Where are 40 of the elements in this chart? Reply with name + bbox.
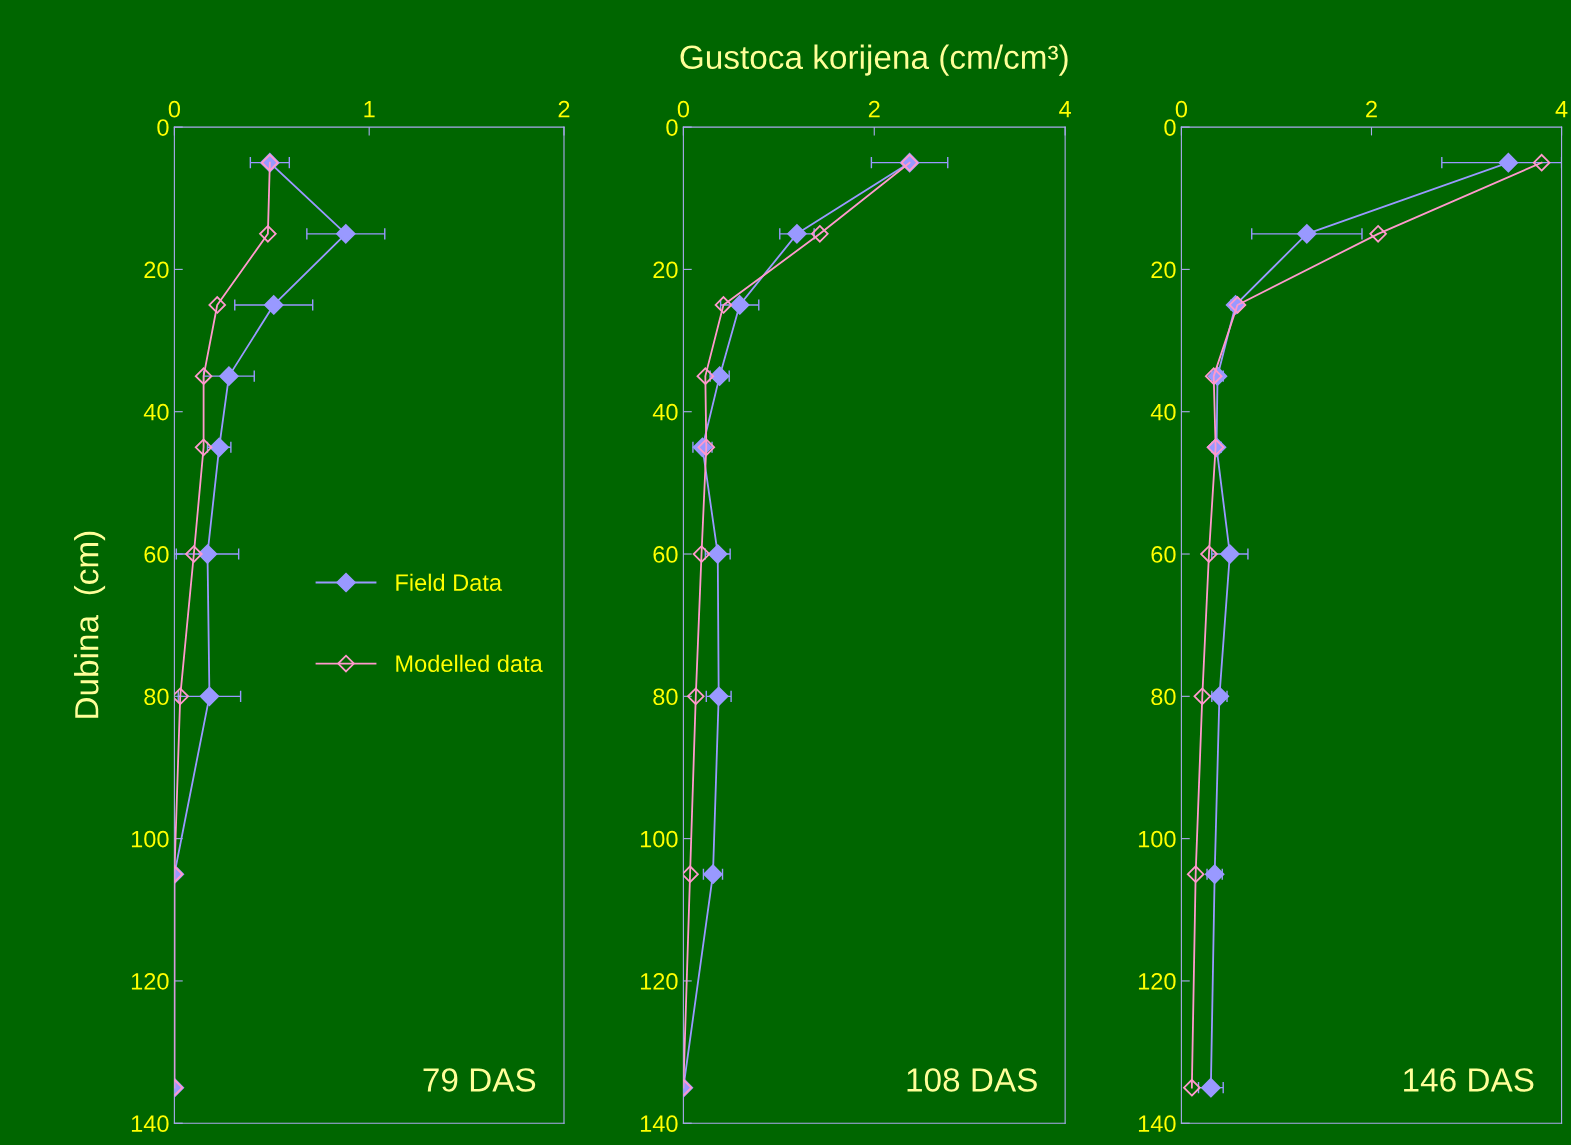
- x-tick-label: 0: [168, 100, 181, 118]
- y-tick-label: 120: [640, 973, 678, 990]
- x-tick-label: 0: [677, 100, 690, 118]
- legend-label: Field Data: [396, 573, 503, 591]
- y-tick-label: 100: [131, 830, 169, 848]
- annotation: 108 DAS: [907, 1068, 1037, 1092]
- x-tick-label: 4: [1059, 101, 1072, 118]
- y-axis-title: Dubina (cm): [74, 531, 106, 718]
- y-tick-label: 60: [1151, 546, 1176, 563]
- x-tick-label: 2: [868, 100, 880, 118]
- y-tick-label: 100: [640, 830, 678, 848]
- y-tick-label: 20: [144, 261, 169, 279]
- y-tick-label: 40: [1150, 403, 1176, 421]
- y-tick-label: 0: [666, 119, 678, 136]
- y-tick-label: 20: [1151, 261, 1176, 279]
- x-tick-label: 0: [1175, 100, 1188, 118]
- y-tick-label: 120: [1138, 973, 1176, 990]
- y-tick-label: 100: [1138, 830, 1176, 848]
- x-tick-label: 2: [558, 100, 570, 118]
- x-tick-label: 1: [364, 101, 375, 118]
- y-tick-label: 140: [1138, 1115, 1176, 1133]
- chart-title: Gustoca korijena (cm/cm³): [680, 44, 1068, 76]
- annotation: 79 DAS: [423, 1068, 536, 1092]
- x-tick-label: 4: [1555, 101, 1568, 118]
- y-tick-label: 60: [144, 546, 169, 563]
- legend-label: Modelled data: [396, 654, 543, 673]
- y-tick-label: 0: [157, 119, 169, 136]
- x-tick-label: 2: [1366, 100, 1377, 118]
- y-tick-label: 40: [143, 403, 169, 421]
- y-tick-label: 120: [131, 973, 169, 990]
- y-tick-label: 60: [653, 546, 678, 563]
- y-tick-label: 80: [1151, 688, 1176, 706]
- y-tick-label: 140: [640, 1115, 678, 1133]
- annotation: 146 DAS: [1404, 1068, 1534, 1092]
- y-tick-label: 80: [653, 688, 678, 706]
- y-tick-label: 20: [653, 261, 678, 279]
- y-tick-label: 140: [131, 1115, 169, 1133]
- y-tick-label: 40: [652, 403, 678, 421]
- y-tick-label: 80: [144, 688, 169, 706]
- y-tick-label: 0: [1164, 119, 1176, 136]
